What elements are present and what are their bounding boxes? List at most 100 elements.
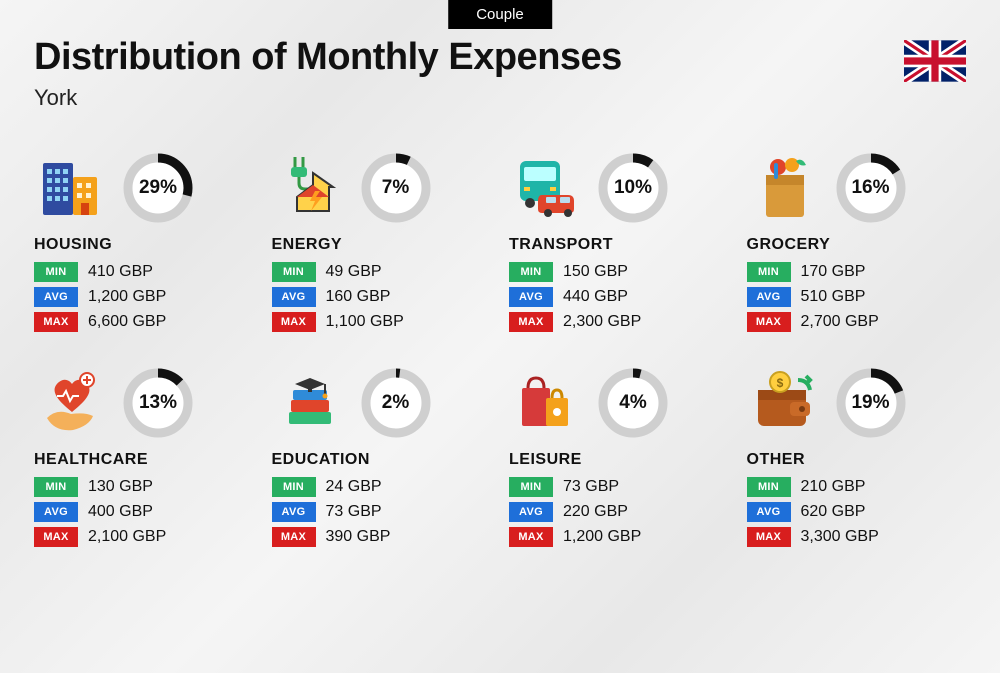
pct-label: 10% (595, 150, 671, 226)
max-value: 2,100 GBP (88, 528, 166, 546)
stat-min: MIN 150 GBP (509, 262, 729, 282)
card-energy: 7% ENERGY MIN 49 GBP AVG 160 GBP MAX 1,1… (272, 150, 492, 337)
max-badge: MAX (272, 312, 316, 332)
page-title: Distribution of Monthly Expenses (34, 36, 966, 79)
stat-avg: AVG 160 GBP (272, 287, 492, 307)
max-value: 1,200 GBP (563, 528, 641, 546)
max-value: 2,700 GBP (801, 313, 879, 331)
pct-ring-energy: 7% (358, 150, 434, 226)
stat-min: MIN 24 GBP (272, 477, 492, 497)
stat-min: MIN 170 GBP (747, 262, 967, 282)
avg-badge: AVG (34, 502, 78, 522)
buildings-icon (34, 150, 110, 226)
stat-min: MIN 410 GBP (34, 262, 254, 282)
max-value: 1,100 GBP (326, 313, 404, 331)
category-name: LEISURE (509, 451, 729, 469)
avg-badge: AVG (272, 502, 316, 522)
max-badge: MAX (34, 527, 78, 547)
stat-avg: AVG 440 GBP (509, 287, 729, 307)
category-name: EDUCATION (272, 451, 492, 469)
pct-ring-leisure: 4% (595, 365, 671, 441)
max-badge: MAX (747, 312, 791, 332)
card-grocery: 16% GROCERY MIN 170 GBP AVG 510 GBP MAX … (747, 150, 967, 337)
avg-badge: AVG (509, 502, 553, 522)
card-healthcare: 13% HEALTHCARE MIN 130 GBP AVG 400 GBP M… (34, 365, 254, 552)
min-value: 73 GBP (563, 478, 619, 496)
min-badge: MIN (272, 262, 316, 282)
max-value: 3,300 GBP (801, 528, 879, 546)
stat-min: MIN 130 GBP (34, 477, 254, 497)
grad-books-icon (272, 365, 348, 441)
max-badge: MAX (509, 312, 553, 332)
card-leisure: 4% LEISURE MIN 73 GBP AVG 220 GBP MAX 1,… (509, 365, 729, 552)
avg-badge: AVG (272, 287, 316, 307)
min-value: 49 GBP (326, 263, 382, 281)
pct-label: 4% (595, 365, 671, 441)
card-education: 2% EDUCATION MIN 24 GBP AVG 73 GBP MAX 3… (272, 365, 492, 552)
wallet-icon: $ (747, 365, 823, 441)
max-value: 6,600 GBP (88, 313, 166, 331)
categories-grid: 29% HOUSING MIN 410 GBP AVG 1,200 GBP MA… (34, 150, 966, 552)
min-value: 210 GBP (801, 478, 866, 496)
min-value: 24 GBP (326, 478, 382, 496)
stat-max: MAX 6,600 GBP (34, 312, 254, 332)
min-badge: MIN (34, 477, 78, 497)
category-name: OTHER (747, 451, 967, 469)
min-badge: MIN (747, 262, 791, 282)
min-badge: MIN (272, 477, 316, 497)
avg-value: 160 GBP (326, 288, 391, 306)
avg-badge: AVG (34, 287, 78, 307)
stat-avg: AVG 620 GBP (747, 502, 967, 522)
stat-min: MIN 73 GBP (509, 477, 729, 497)
min-value: 130 GBP (88, 478, 153, 496)
max-badge: MAX (747, 527, 791, 547)
pct-label: 7% (358, 150, 434, 226)
stat-avg: AVG 220 GBP (509, 502, 729, 522)
avg-badge: AVG (747, 502, 791, 522)
heart-hand-icon (34, 365, 110, 441)
city-name: York (34, 85, 966, 111)
stat-avg: AVG 1,200 GBP (34, 287, 254, 307)
category-name: GROCERY (747, 236, 967, 254)
pct-ring-other: 19% (833, 365, 909, 441)
pct-label: 16% (833, 150, 909, 226)
max-badge: MAX (34, 312, 78, 332)
uk-flag-icon (904, 40, 966, 82)
min-badge: MIN (747, 477, 791, 497)
min-badge: MIN (509, 477, 553, 497)
max-value: 390 GBP (326, 528, 391, 546)
avg-value: 220 GBP (563, 503, 628, 521)
pct-ring-transport: 10% (595, 150, 671, 226)
avg-value: 620 GBP (801, 503, 866, 521)
card-transport: 10% TRANSPORT MIN 150 GBP AVG 440 GBP MA… (509, 150, 729, 337)
max-badge: MAX (272, 527, 316, 547)
svg-text:$: $ (776, 376, 783, 390)
category-name: TRANSPORT (509, 236, 729, 254)
avg-badge: AVG (747, 287, 791, 307)
pct-ring-housing: 29% (120, 150, 196, 226)
min-value: 410 GBP (88, 263, 153, 281)
card-housing: 29% HOUSING MIN 410 GBP AVG 1,200 GBP MA… (34, 150, 254, 337)
stat-min: MIN 210 GBP (747, 477, 967, 497)
max-badge: MAX (509, 527, 553, 547)
stat-max: MAX 2,300 GBP (509, 312, 729, 332)
header: Distribution of Monthly Expenses York (34, 36, 966, 111)
avg-badge: AVG (509, 287, 553, 307)
stat-avg: AVG 400 GBP (34, 502, 254, 522)
min-value: 170 GBP (801, 263, 866, 281)
stat-max: MAX 1,200 GBP (509, 527, 729, 547)
avg-value: 1,200 GBP (88, 288, 166, 306)
category-name: HOUSING (34, 236, 254, 254)
bus-car-icon (509, 150, 585, 226)
shopping-icon (509, 365, 585, 441)
pct-ring-education: 2% (358, 365, 434, 441)
min-badge: MIN (34, 262, 78, 282)
min-badge: MIN (509, 262, 553, 282)
pct-label: 13% (120, 365, 196, 441)
category-name: ENERGY (272, 236, 492, 254)
pct-label: 29% (120, 150, 196, 226)
card-other: $ 19% OTHER MIN 210 GBP AVG 620 GBP MAX … (747, 365, 967, 552)
min-value: 150 GBP (563, 263, 628, 281)
max-value: 2,300 GBP (563, 313, 641, 331)
stat-max: MAX 2,100 GBP (34, 527, 254, 547)
